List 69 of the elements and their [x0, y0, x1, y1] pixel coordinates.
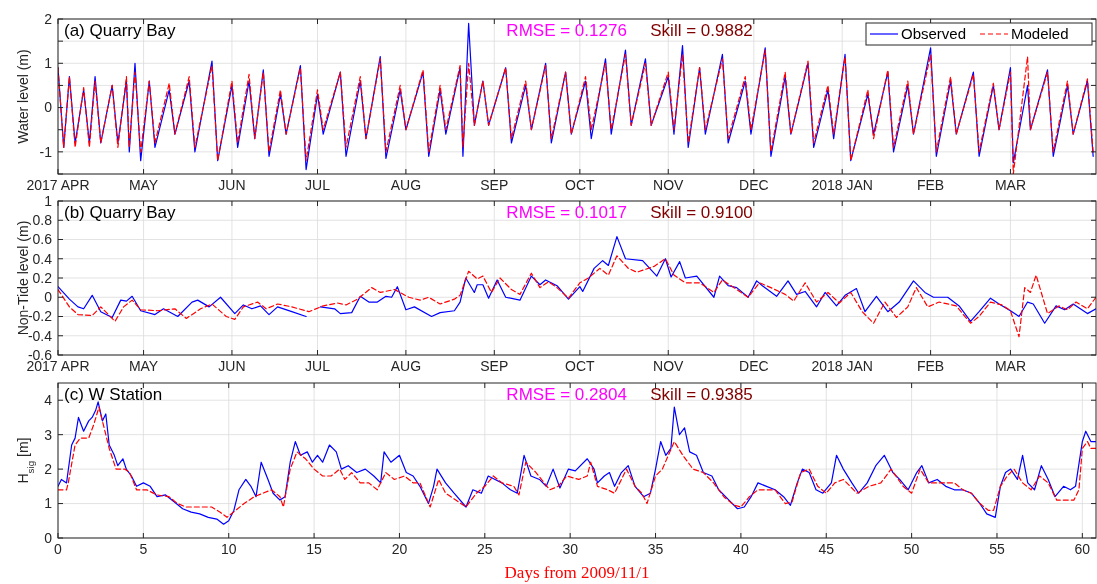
x-tick-label: 0	[54, 541, 63, 557]
y-tick-label: 0	[44, 99, 53, 116]
annotation: RMSE = 0.2804	[506, 385, 627, 404]
x-tick-label: DEC	[739, 177, 769, 193]
legend-label: Modeled	[1011, 25, 1069, 43]
annotation: Skill = 0.9385	[650, 385, 753, 404]
x-tick-label: 45	[818, 541, 835, 557]
y-tick-label: 0.6	[32, 231, 53, 248]
x-tick-label: FEB	[916, 177, 945, 193]
y-tick-label: -0.2	[27, 308, 53, 325]
annotation: Skill = 0.9882	[650, 21, 753, 40]
x-tick-label: AUG	[390, 358, 422, 374]
x-tick-label: 25	[477, 541, 493, 557]
x-tick-label: DEC	[739, 358, 769, 374]
y-tick-label: 4	[44, 392, 53, 409]
y-tick-label: -0.4	[27, 327, 53, 344]
annotation: RMSE = 0.1276	[506, 21, 627, 40]
x-tick-label: SEP	[480, 177, 509, 193]
x-tick-label: 10	[220, 541, 237, 557]
x-tick-label: MAR	[994, 358, 1027, 374]
x-tick-label: NOV	[653, 358, 685, 374]
x-tick-label: 50	[903, 541, 920, 557]
y-tick-label: 2	[44, 10, 53, 27]
x-tick-label: 30	[562, 541, 579, 557]
annotation: Skill = 0.9100	[650, 203, 753, 222]
x-tick-label: 15	[306, 541, 323, 557]
chart-title: (c) W Station	[64, 385, 163, 404]
x-tick-label: 2018 JAN	[811, 358, 873, 374]
x-tick-label: 60	[1074, 541, 1091, 557]
y-tick-label: -0.6	[27, 346, 53, 363]
x-tick-label: 40	[733, 541, 749, 557]
x-tick-label: MAY	[128, 358, 159, 374]
x-tick-label: JUL	[305, 177, 331, 193]
x-tick-label: JUN	[218, 177, 246, 193]
x-tick-label: MAR	[994, 177, 1027, 193]
x-tick-label: OCT	[565, 358, 596, 374]
line-series	[58, 255, 1096, 338]
y-tick-label: 2	[44, 461, 53, 478]
x-tick-label: SEP	[480, 358, 509, 374]
y-tick-label: 1	[44, 55, 53, 72]
line-series	[58, 22, 1094, 171]
x-tick-label: 20	[391, 541, 408, 557]
y-tick-label: -1	[39, 143, 53, 160]
x-tick-label: 5	[139, 541, 148, 557]
y-tick-label: 1	[44, 192, 53, 209]
y-axis-title: Water level (m)	[15, 49, 31, 144]
chart-title: (b) Quarry Bay	[64, 203, 176, 222]
x-tick-label: FEB	[916, 358, 945, 374]
y-tick-label: 0.2	[32, 269, 53, 286]
x-tick-label: 35	[647, 541, 664, 557]
x-tick-label: JUN	[218, 358, 246, 374]
y-tick-label: 3	[44, 426, 53, 443]
y-tick-label: 0	[44, 289, 53, 306]
y-tick-label: 0	[44, 529, 53, 546]
x-tick-label: 2017 APR	[26, 177, 90, 193]
annotation: RMSE = 0.1017	[506, 203, 627, 222]
x-tick-label: 55	[989, 541, 1005, 557]
x-tick-label: 2018 JAN	[811, 177, 873, 193]
legend-label: Observed	[901, 25, 967, 43]
x-tick-label: NOV	[653, 177, 685, 193]
y-tick-label: 0.8	[32, 212, 53, 229]
x-axis-title: Days from 2009/11/1	[504, 563, 650, 582]
x-tick-label: MAY	[128, 177, 159, 193]
chart-title: (a) Quarry Bay	[64, 21, 176, 40]
x-tick-label: AUG	[390, 177, 422, 193]
x-tick-label: OCT	[565, 177, 596, 193]
x-tick-label: JUL	[305, 358, 331, 374]
y-tick-label: 1	[44, 495, 53, 512]
y-tick-label: 0.4	[32, 250, 53, 267]
